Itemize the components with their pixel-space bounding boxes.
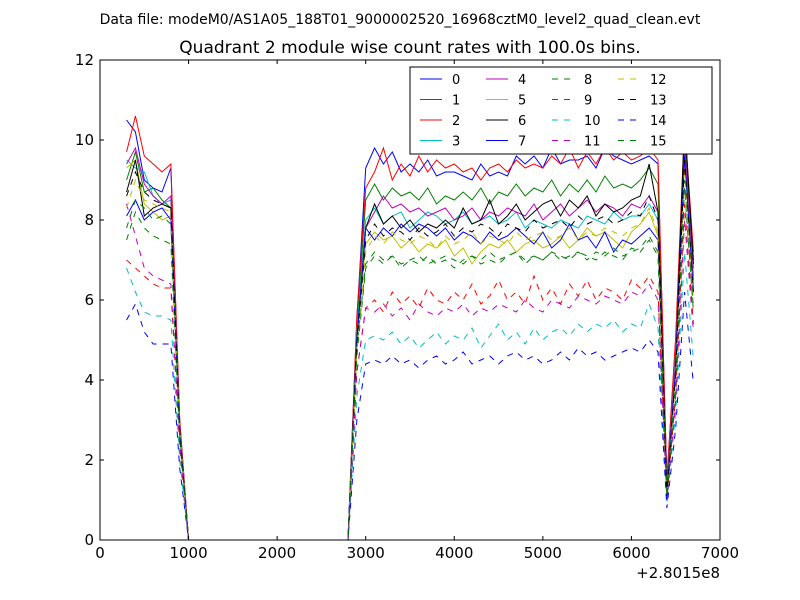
series-line-8 <box>126 179 694 541</box>
legend-label-0: 0 <box>452 73 460 88</box>
legend-label-1: 1 <box>452 94 460 109</box>
legend-label-11: 11 <box>584 135 601 150</box>
legend-label-14: 14 <box>650 114 667 129</box>
y-tick-label: 6 <box>84 291 94 309</box>
x-tick-label: 0 <box>95 544 105 562</box>
x-tick-label: 4000 <box>435 544 473 562</box>
chart-title: Quadrant 2 module wise count rates with … <box>179 38 640 58</box>
y-tick-label: 8 <box>84 211 94 229</box>
y-tick-label: 0 <box>84 531 94 549</box>
x-tick-label: 3000 <box>347 544 385 562</box>
y-tick-label: 12 <box>75 51 94 69</box>
legend-label-7: 7 <box>518 135 526 150</box>
legend-label-9: 9 <box>584 94 592 109</box>
legend-label-6: 6 <box>518 114 526 129</box>
x-tick-label: 2000 <box>258 544 296 562</box>
y-tick-label: 10 <box>75 131 94 149</box>
legend-label-5: 5 <box>518 94 526 109</box>
plot-frame <box>99 59 721 541</box>
y-tick-label: 2 <box>84 451 94 469</box>
legend-label-3: 3 <box>452 135 460 150</box>
x-tick-label: 1000 <box>169 544 207 562</box>
y-tick-label: 4 <box>84 371 94 389</box>
x-tick-label: 6000 <box>612 544 650 562</box>
x-tick-label: 7000 <box>701 544 739 562</box>
figure-suptitle: Data file: modeM0/AS1A05_188T01_90000025… <box>100 12 701 28</box>
legend-label-4: 4 <box>518 73 526 88</box>
legend-label-2: 2 <box>452 114 460 129</box>
x-tick-label: 5000 <box>524 544 562 562</box>
legend-label-10: 10 <box>584 114 601 129</box>
legend-label-8: 8 <box>584 73 592 88</box>
legend-frame <box>409 66 713 155</box>
legend-label-12: 12 <box>650 73 667 88</box>
legend-label-13: 13 <box>650 94 667 109</box>
series-line-13 <box>126 159 694 541</box>
x-offset-label: +2.8015e8 <box>636 564 720 582</box>
legend-label-15: 15 <box>650 135 667 150</box>
